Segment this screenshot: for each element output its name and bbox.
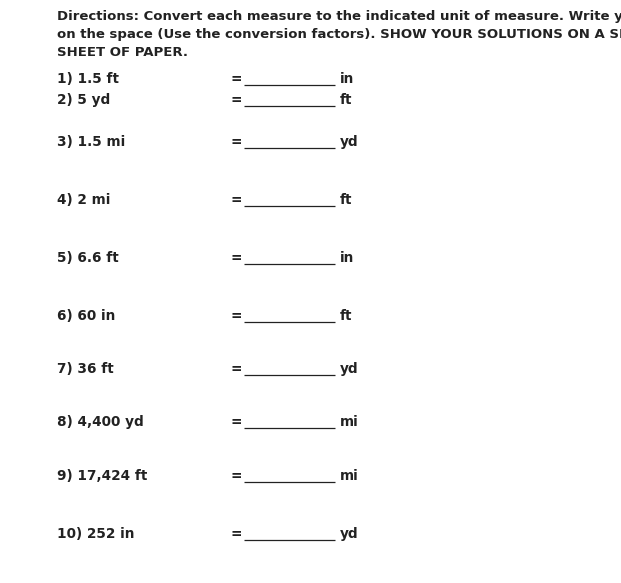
Text: 9) 17,424 ft: 9) 17,424 ft (57, 469, 147, 483)
Text: 4) 2 mi: 4) 2 mi (57, 193, 111, 207)
Text: =: = (230, 469, 242, 483)
Text: yd: yd (340, 362, 358, 376)
Text: 8) 4,400 yd: 8) 4,400 yd (57, 415, 143, 429)
Text: 3) 1.5 mi: 3) 1.5 mi (57, 135, 125, 149)
Text: =: = (230, 251, 242, 265)
Text: =: = (230, 527, 242, 541)
Text: SHEET OF PAPER.: SHEET OF PAPER. (57, 46, 188, 59)
Text: in: in (340, 72, 355, 86)
Text: 1) 1.5 ft: 1) 1.5 ft (57, 72, 119, 86)
Text: 7) 36 ft: 7) 36 ft (57, 362, 114, 376)
Text: Directions: Convert each measure to the indicated unit of measure. Write your an: Directions: Convert each measure to the … (57, 10, 621, 23)
Text: =: = (230, 135, 242, 149)
Text: on the space (Use the conversion factors). SHOW YOUR SOLUTIONS ON A SEPARATE: on the space (Use the conversion factors… (57, 28, 621, 41)
Text: mi: mi (340, 415, 359, 429)
Text: 2) 5 yd: 2) 5 yd (57, 93, 111, 107)
Text: yd: yd (340, 135, 358, 149)
Text: 5) 6.6 ft: 5) 6.6 ft (57, 251, 119, 265)
Text: mi: mi (340, 469, 359, 483)
Text: ft: ft (340, 193, 353, 207)
Text: =: = (230, 362, 242, 376)
Text: =: = (230, 309, 242, 323)
Text: =: = (230, 93, 242, 107)
Text: ft: ft (340, 93, 353, 107)
Text: ft: ft (340, 309, 353, 323)
Text: =: = (230, 415, 242, 429)
Text: 6) 60 in: 6) 60 in (57, 309, 116, 323)
Text: 10) 252 in: 10) 252 in (57, 527, 135, 541)
Text: in: in (340, 251, 355, 265)
Text: =: = (230, 193, 242, 207)
Text: =: = (230, 72, 242, 86)
Text: yd: yd (340, 527, 358, 541)
